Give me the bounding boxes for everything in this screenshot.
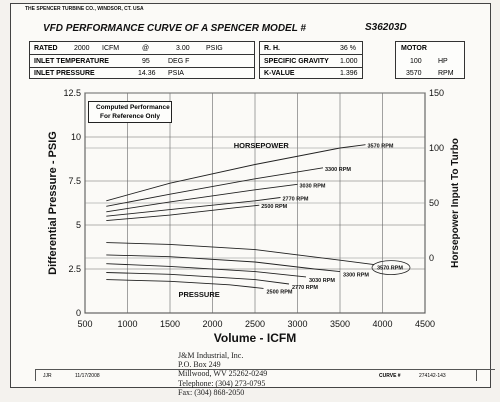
pressure-curve — [106, 279, 264, 289]
address-fax: Fax: (304) 868-2050 — [178, 387, 245, 397]
horsepower-curve-label: 2770 RPM — [283, 197, 309, 203]
motor-rpm: 3570 — [406, 70, 422, 77]
horsepower-group-label: HORSEPOWER — [234, 141, 290, 150]
horsepower-curve — [106, 183, 298, 213]
rated-label: RATED — [34, 45, 58, 52]
air-properties-box: R. H. 36 % SPECIFIC GRAVITY 1.000 K-VALU… — [259, 41, 363, 79]
inlet-temp-value: 95 — [142, 58, 150, 65]
inlet-pressure-unit: PSIA — [168, 70, 184, 77]
chart-grid — [84, 92, 426, 314]
chart-ticks: 500 1000 1500 2000 2500 3000 3500 4000 450002.55… — [63, 88, 444, 329]
y-right-axis-label: Horsepower Input To Turbo — [450, 138, 461, 268]
rated-curve-circle — [371, 260, 411, 276]
y-right-tick-label: 0 — [429, 253, 434, 263]
company-header: THE SPENCER TURBINE CO., WINDSOR, CT. US… — [25, 6, 144, 12]
pressure-group-label: PRESSURE — [179, 290, 220, 299]
x-tick-label: 3500 — [330, 319, 350, 329]
k-value-label: K-VALUE — [264, 70, 295, 77]
pressure-curve-label: 3030 RPM — [309, 278, 335, 284]
motor-label: MOTOR — [401, 45, 427, 52]
note-line-1: Computed Performance — [96, 104, 170, 111]
y-left-tick-label: 5 — [76, 220, 81, 230]
k-value-value: 1.396 — [340, 70, 358, 77]
horsepower-curve-label: 2500 RPM — [261, 204, 287, 210]
pressure-curve-label: 2770 RPM — [292, 285, 318, 291]
rated-pressure-unit: PSIG — [206, 45, 223, 52]
x-tick-label: 4000 — [372, 319, 392, 329]
rated-unit: ICFM — [102, 45, 120, 52]
x-tick-label: 1500 — [160, 319, 180, 329]
y-left-tick-label: 0 — [76, 308, 81, 318]
footer-date: 11/17/2008 — [75, 373, 100, 379]
x-tick-label: 2500 — [245, 319, 265, 329]
footer-initials: JJR — [43, 373, 52, 379]
horsepower-curve-label: 3030 RPM — [300, 183, 326, 189]
horsepower-curve — [106, 204, 260, 222]
pressure-curve — [106, 254, 341, 273]
chart-curves — [106, 144, 375, 289]
motor-box: MOTOR 100 HP 3570 RPM — [395, 41, 465, 79]
inlet-temp-label: INLET TEMPERATURE — [34, 58, 109, 65]
rated-conditions-box: RATED 2000 ICFM @ 3.00 PSIG INLET TEMPER… — [29, 41, 255, 79]
model-number: S36203D — [365, 22, 407, 33]
computed-performance-note: Computed Performance For Reference Only — [88, 101, 172, 123]
specific-gravity-label: SPECIFIC GRAVITY — [264, 58, 329, 65]
inlet-pressure-label: INLET PRESSURE — [34, 70, 95, 77]
chart-labels: Volume - ICFM Differential Pressure - PSI… — [47, 131, 461, 345]
inlet-pressure-value: 14.36 — [138, 70, 156, 77]
specific-gravity-value: 1.000 — [340, 58, 358, 65]
y-left-tick-label: 7.5 — [68, 176, 81, 186]
x-tick-label: 3000 — [287, 319, 307, 329]
pressure-curve-label: 2500 RPM — [267, 289, 293, 295]
performance-curve-sheet: THE SPENCER TURBINE CO., WINDSOR, CT. US… — [10, 3, 495, 388]
pressure-curve — [106, 272, 290, 285]
x-tick-label: 500 — [77, 319, 92, 329]
horsepower-curve — [106, 167, 324, 207]
motor-hp-unit: HP — [438, 58, 448, 65]
pressure-curve-label: 3570 RPM — [377, 266, 403, 272]
x-tick-label: 4500 — [415, 319, 435, 329]
rated-at: @ — [142, 45, 150, 52]
curve-number: 274142-143 — [419, 373, 446, 379]
y-right-tick-label: 50 — [429, 198, 439, 208]
pressure-curve-label: 3300 RPM — [343, 273, 369, 279]
x-axis-label: Volume - ICFM — [214, 331, 296, 345]
curve-label: CURVE # — [379, 373, 401, 379]
rh-value: 36 % — [340, 45, 356, 52]
horsepower-curve — [106, 144, 366, 202]
footer-bar: JJR 11/17/2008 CURVE # 274142-143 — [35, 369, 495, 382]
address-po-box: P.O. Box 249 — [178, 360, 221, 370]
address-city: Millwood, WV 25262-0249 — [178, 369, 268, 379]
note-line-2: For Reference Only — [100, 113, 160, 120]
pressure-curve — [106, 242, 375, 266]
rated-pressure: 3.00 — [176, 45, 190, 52]
y-left-tick-label: 10 — [71, 132, 81, 142]
address-telephone: Telephone: (304) 273-0795 — [178, 378, 266, 388]
horsepower-curve — [106, 197, 281, 217]
rated-value: 2000 — [74, 45, 90, 52]
rh-label: R. H. — [264, 45, 280, 52]
motor-rpm-unit: RPM — [438, 70, 454, 77]
pressure-curve — [106, 263, 307, 278]
x-tick-label: 2000 — [202, 319, 222, 329]
motor-hp: 100 — [410, 58, 422, 65]
horsepower-curve-label: 3570 RPM — [368, 144, 394, 150]
address-company: J&M Industrial, Inc. — [178, 351, 244, 360]
y-right-tick-label: 150 — [429, 88, 444, 98]
y-left-tick-label: 2.5 — [68, 264, 81, 274]
y-left-tick-label: 12.5 — [63, 88, 81, 98]
y-left-axis-label: Differential Pressure - PSIG — [47, 131, 59, 275]
y-right-tick-label: 100 — [429, 143, 444, 153]
dealer-address: J&M Industrial, Inc. P.O. Box 249 Millwo… — [178, 351, 267, 397]
inlet-temp-unit: DEG F — [168, 58, 190, 65]
x-tick-label: 1000 — [117, 319, 137, 329]
horsepower-curve-label: 3300 RPM — [325, 167, 351, 173]
chart-title: VFD PERFORMANCE CURVE OF A SPENCER MODEL… — [43, 23, 306, 34]
